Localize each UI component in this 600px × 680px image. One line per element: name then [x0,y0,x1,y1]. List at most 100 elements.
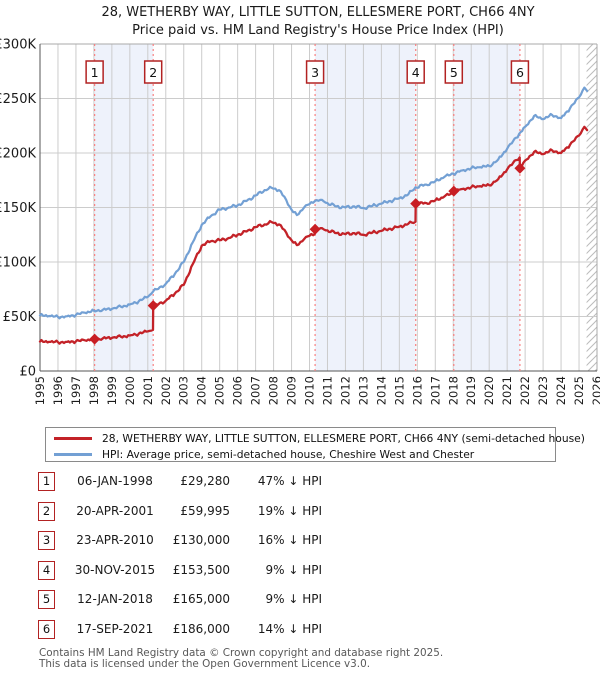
sale-number-box [444,60,464,84]
sale-number-label: 6 [516,65,524,80]
sale-row-5: 5 12-JAN-2018 £165,000 9% ↓ HPI [0,590,600,612]
sale-number-badge: 2 [38,501,55,521]
price-line-swatch [54,436,92,440]
x-tick-label: 2003 [177,376,191,405]
x-tick-label: 2020 [482,376,496,405]
sale-number-badge: 1 [38,472,55,491]
sale-number-box [85,60,104,84]
footer-licence: This data is licensed under the Open Gov… [39,658,371,670]
sale-number-label: 2 [149,65,157,80]
sale-row-4: 4 30-NOV-2015 £153,500 9% ↓ HPI [0,560,600,583]
x-tick-label: 2018 [446,376,460,405]
sale-vs-hpi: 9% ↓ HPI [265,592,322,607]
x-tick-label: 1997 [69,376,83,405]
x-tick-label: 1998 [87,376,101,405]
x-tick-label: 2015 [392,376,406,405]
sale-number-label: 1 [91,65,99,80]
x-tick-label: 1995 [33,376,47,405]
sale-marker-diamond [514,162,526,174]
sale-row-1: 1 06-JAN-1998 £29,280 47% ↓ HPI [0,472,600,494]
sale-date: 17-SEP-2021 [76,622,154,636]
x-tick-label: 2026 [590,376,600,405]
sale-row-6: 6 17-SEP-2021 £186,000 14% ↓ HPI [0,620,600,642]
sale-marker-diamond [147,300,159,312]
sale-number-box [305,60,325,84]
x-tick-label: 2024 [554,376,568,405]
legend-row-hpi: HPI: Average price, semi-detached house,… [46,446,555,462]
price-history-chart: 1 2 3 4 5 6 £0 £50K £100K £150K £200K £250K £300K 199… [0,38,600,406]
sale-number-badge: 6 [38,620,55,639]
sale-marker-diamond [410,198,422,210]
sale-number-label: 3 [311,65,319,80]
x-tick-label: 2006 [231,376,245,405]
x-tick-label: 2002 [159,376,173,405]
sale-marker-diamond [89,333,101,345]
sale-date: 30-NOV-2015 [74,562,156,577]
x-tick-label: 2012 [338,376,352,405]
x-tick-label: 2023 [536,376,550,405]
chart-title-address: 28, WETHERBY WAY, LITTLE SUTTON, ELLESME… [101,5,535,20]
x-tick-label: 2005 [213,376,227,405]
sale-number-label: 4 [412,65,420,80]
y-tick-label: £150K [0,201,36,216]
sale-vs-hpi: 9% ↓ HPI [265,562,322,577]
y-tick-label: £200K [0,147,36,162]
sale-vs-hpi: 14% ↓ HPI [257,622,322,636]
sale-date: 06-JAN-1998 [77,474,153,488]
x-tick-label: 1996 [51,376,65,405]
hpi-line-swatch [54,452,92,456]
sale-row-2: 2 20-APR-2001 £59,995 19% ↓ HPI [0,501,600,524]
sale-price: £130,000 [172,533,230,548]
x-tick-label: 2017 [428,376,442,405]
sale-number-box [143,60,163,84]
sale-price: £186,000 [172,622,230,636]
sale-number-box [406,60,425,84]
x-tick-label: 2013 [356,376,370,405]
hpi-line [38,86,589,320]
sale-vs-hpi: 47% ↓ HPI [257,474,322,488]
y-tick-label: £250K [0,92,36,107]
x-tick-label: 2016 [410,376,424,405]
x-tick-label: 2001 [141,376,155,405]
sale-number-badge: 5 [38,590,55,610]
footer-copyright: Contains HM Land Registry data © Crown c… [39,647,444,659]
legend-price-label: 28, WETHERBY WAY, LITTLE SUTTON, ELLESME… [102,431,585,445]
x-tick-label: 2021 [500,376,514,405]
chart-legend: 28, WETHERBY WAY, LITTLE SUTTON, ELLESME… [45,427,585,462]
x-tick-label: 2008 [267,376,281,405]
y-tick-label: £50K [3,310,37,325]
sale-number-badge: 4 [38,560,55,580]
x-tick-label: 2009 [285,376,299,405]
chart-subtitle: Price paid vs. HM Land Registry's House … [132,23,504,38]
sale-price: £165,000 [172,592,230,607]
sale-price: £29,280 [180,474,230,488]
sale-vs-hpi: 19% ↓ HPI [257,503,322,518]
x-tick-label: 2025 [572,376,586,405]
sale-marker-diamond [309,223,321,235]
x-tick-label: 2004 [195,376,209,405]
y-tick-label: £0 [19,365,36,380]
y-tick-label: £300K [0,38,36,53]
x-tick-label: 2000 [123,376,137,405]
sale-date: 12-JAN-2018 [77,592,153,607]
sale-date: 23-APR-2010 [76,533,154,548]
sale-row-3: 3 23-APR-2010 £130,000 16% ↓ HPI [0,531,600,553]
legend-hpi-label: HPI: Average price, semi-detached house,… [102,447,475,461]
x-tick-label: 2007 [249,376,263,405]
x-tick-label: 2011 [320,376,334,405]
x-tick-label: 2019 [464,376,478,405]
sale-number-badge: 3 [38,531,55,551]
x-tick-label: 2014 [374,376,388,405]
x-tick-label: 2022 [518,376,532,405]
y-tick-label: £100K [0,256,36,271]
legend-row-price: 28, WETHERBY WAY, LITTLE SUTTON, ELLESME… [46,430,585,446]
x-tick-label: 2010 [303,376,317,405]
sale-marker-diamond [448,185,460,197]
sale-vs-hpi: 16% ↓ HPI [257,533,322,548]
sale-date: 20-APR-2001 [76,503,154,518]
x-tick-label: 1999 [105,376,119,405]
sale-price: £153,500 [172,562,230,577]
sale-number-label: 5 [450,65,458,80]
sale-price: £59,995 [180,503,230,518]
sale-number-box [510,60,530,84]
